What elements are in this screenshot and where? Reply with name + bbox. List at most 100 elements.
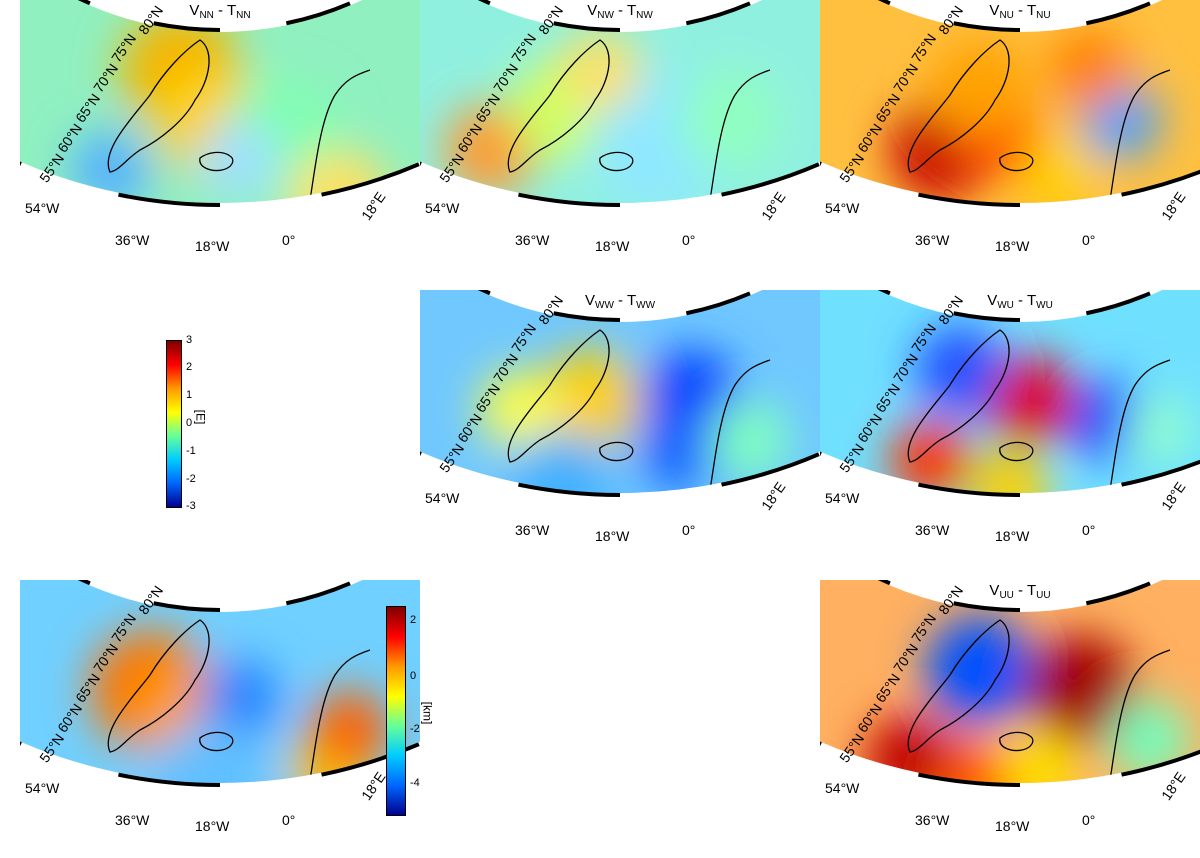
- longitude-label: 0°: [1082, 522, 1096, 538]
- colorbar-e-tick: 3: [186, 334, 193, 346]
- field-background: [820, 290, 1200, 495]
- scandinavia-coastline: [1109, 359, 1171, 491]
- panel-title-text: - T: [1013, 582, 1037, 599]
- panel-title-subscript: NW: [636, 10, 653, 21]
- map-canvas: [820, 0, 1200, 207]
- longitude-label: 18°W: [595, 528, 630, 544]
- iceland-coastline: [999, 151, 1034, 172]
- panel-title-subscript: NU: [999, 10, 1014, 21]
- longitude-label: 18°W: [995, 818, 1030, 834]
- greenland-coastline: [907, 329, 1010, 463]
- iceland-coastline: [199, 731, 234, 752]
- panel-title-text: - T: [213, 2, 237, 19]
- panel-title: VWU - TWU: [820, 292, 1200, 311]
- map-canvas: [820, 580, 1200, 787]
- longitude-label: 36°W: [515, 232, 550, 248]
- iceland-coastline: [199, 151, 234, 172]
- longitude-label: 36°W: [515, 522, 550, 538]
- panel-title: VNW - TNW: [420, 2, 820, 21]
- colorbar-km-tick: -2: [410, 723, 420, 735]
- longitude-label: 36°W: [915, 812, 950, 828]
- panel-title-text: - T: [1013, 2, 1037, 19]
- field-anomaly-blob: [640, 410, 720, 490]
- map-frame: [820, 580, 1200, 787]
- field-background: [820, 580, 1200, 785]
- map-frame: [20, 580, 420, 787]
- panel-title-text: V: [989, 582, 1000, 599]
- scandinavia-coastline: [309, 69, 371, 201]
- map-panel-vuu-tuu: VUU - TUU 80°N 75°N 70°N 65°N 60°N 55°N 54°W 36°…: [820, 580, 1200, 858]
- scandinavia-coastline: [309, 649, 371, 781]
- map-canvas: [420, 290, 820, 497]
- greenland-coastline: [507, 329, 610, 463]
- longitude-label: 18°W: [595, 238, 630, 254]
- map-frame: [420, 290, 820, 497]
- field-anomaly-blob: [890, 420, 970, 496]
- longitude-label: 0°: [282, 812, 296, 828]
- map-frame: [420, 0, 820, 207]
- panel-title: VWW - TWW: [420, 292, 820, 311]
- field-anomaly-blob: [540, 350, 640, 450]
- field-anomaly-blob: [1025, 635, 1135, 745]
- longitude-label: 0°: [682, 232, 696, 248]
- panel-title-subscript: NN: [199, 10, 214, 21]
- field-anomaly-blob: [150, 720, 270, 786]
- map-frame: [820, 0, 1200, 207]
- colorbar-e-tick: 0: [186, 417, 193, 429]
- map-canvas: [820, 290, 1200, 497]
- field-anomaly-blob: [985, 355, 1075, 445]
- field-anomaly-blob: [710, 400, 790, 480]
- panel-title-text: - T: [1013, 292, 1037, 309]
- panel-title-subscript: WU: [997, 300, 1014, 311]
- longitude-label: 54°W: [825, 490, 860, 506]
- longitude-label: 54°W: [825, 200, 860, 216]
- longitude-label: 54°W: [25, 780, 60, 796]
- panel-title-text: V: [584, 292, 595, 309]
- coastlines: [507, 329, 771, 491]
- field-anomaly-blob: [310, 690, 390, 770]
- panel-title: VUU - TUU: [820, 582, 1200, 601]
- field-anomaly-blob: [1000, 730, 1080, 786]
- longitude-label: 0°: [682, 522, 696, 538]
- coastlines: [907, 39, 1171, 201]
- panel-title-text: V: [989, 2, 1000, 19]
- colorbar-e-tick: -3: [186, 500, 196, 512]
- longitude-label: 54°W: [425, 200, 460, 216]
- greenland-coastline: [107, 39, 210, 173]
- field-anomaly-blob: [865, 715, 955, 786]
- field-anomaly-blob: [200, 660, 280, 740]
- map-panel-vwu-twu: VWU - TWU 80°N 75°N 70°N 65°N 60°N 55°N 54°W 36°…: [820, 290, 1200, 568]
- panel-title: VNU - TNU: [820, 2, 1200, 21]
- greenland-coastline: [907, 39, 1010, 173]
- longitude-label: 18°W: [995, 528, 1030, 544]
- colorbar-e-tick: 1: [186, 389, 193, 401]
- longitude-label: 0°: [282, 232, 296, 248]
- field-anomaly-blob: [940, 740, 1020, 786]
- panel-title: VNN - TNN: [20, 2, 420, 21]
- panel-title-subscript: NW: [597, 10, 614, 21]
- map-panel-vww-tww: VWW - TWW 80°N 75°N 70°N 65°N 60°N 55°N 54°W 36°…: [420, 290, 820, 568]
- greenland-coastline: [507, 39, 610, 173]
- scandinavia-coastline: [1109, 649, 1171, 781]
- coastlines: [107, 39, 371, 201]
- map-frame: [20, 0, 420, 207]
- field-anomaly-blob: [970, 450, 1050, 496]
- field-background: [820, 0, 1200, 205]
- panel-title-text: - T: [613, 2, 637, 19]
- coastlines: [907, 619, 1171, 781]
- panel-title-subscript: WW: [636, 300, 656, 311]
- longitude-label: 36°W: [115, 812, 150, 828]
- longitude-label: 18°W: [195, 818, 230, 834]
- panel-title-text: - T: [613, 292, 637, 309]
- field-anomaly-blob: [930, 40, 1030, 140]
- coastlines: [507, 39, 771, 201]
- map-canvas: [20, 0, 420, 207]
- field-anomaly-blob: [1125, 395, 1195, 465]
- longitude-label: 36°W: [115, 232, 150, 248]
- coastlines: [107, 619, 371, 781]
- longitude-label: 0°: [1082, 232, 1096, 248]
- field-anomaly-blob: [510, 430, 610, 496]
- iceland-coastline: [999, 441, 1034, 462]
- iceland-coastline: [999, 731, 1034, 752]
- panel-title-subscript: WW: [595, 300, 614, 311]
